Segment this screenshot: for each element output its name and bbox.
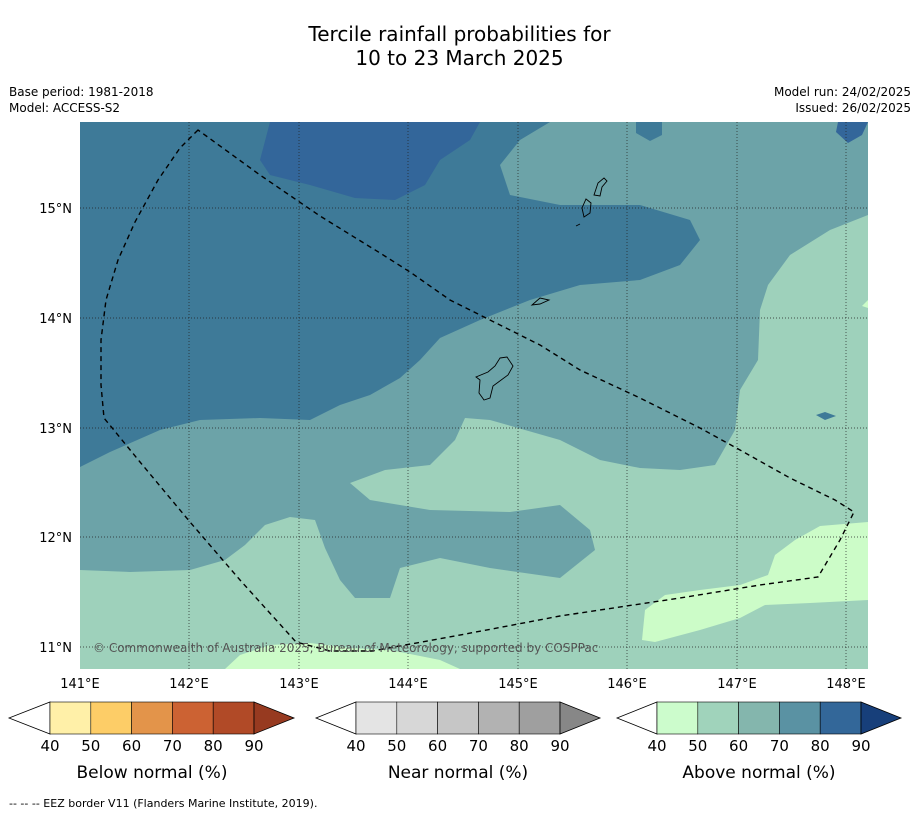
- title-line-1: Tercile rainfall probabilities for: [308, 22, 611, 46]
- colorbar-tick-label: 40: [647, 737, 666, 755]
- colorbar-swatch: [355, 701, 398, 735]
- colorbar-legends: 40 50 60 70 80 90 Below normal (%) 40 50 60 70 80 90…: [7, 701, 903, 783]
- colorbar-swatch: [738, 701, 780, 735]
- colorbar-swatch: [779, 701, 821, 735]
- field-above-40: [642, 522, 868, 642]
- island-saipan: [593, 177, 608, 197]
- graticule: [80, 122, 868, 669]
- colorbar-below: 40 50 60 70 80 90 Below normal (%): [7, 701, 296, 783]
- colorbar-tick-label: 50: [688, 737, 707, 755]
- island-tinian: [581, 198, 592, 218]
- eez-footnote: -- -- -- EEZ border V11 (Flanders Marine…: [9, 797, 318, 810]
- colorbar-swatch: [518, 701, 561, 735]
- base-period: Base period: 1981-2018: [9, 85, 154, 99]
- colorbar-swatch: [90, 701, 132, 735]
- colorbar-tick-label: 50: [81, 737, 100, 755]
- lat-label: 15°N: [39, 202, 72, 217]
- field-above-50: [80, 215, 868, 669]
- copyright-note: © Commonwealth of Australia 2025, Bureau…: [93, 641, 598, 655]
- lon-label: 143°E: [279, 677, 319, 692]
- colorbar-title: Above normal (%): [682, 763, 835, 783]
- colorbar-tick-label: 80: [204, 737, 223, 755]
- colorbar-swatch: [172, 701, 214, 735]
- colorbar-swatch: [437, 701, 479, 735]
- colorbar-swatch: [656, 701, 699, 735]
- colorbar-high-extend: [559, 701, 602, 735]
- field-above-40-south: [225, 643, 460, 669]
- lat-label: 11°N: [39, 641, 72, 656]
- model-name: Model: ACCESS-S2: [9, 101, 121, 115]
- island-rota: [530, 297, 551, 306]
- lon-label: 142°E: [169, 677, 209, 692]
- lon-labels: 141°E 142°E 143°E 144°E 145°E 146°E 147°…: [60, 677, 866, 692]
- model-run: Model run: 24/02/2025: [773, 85, 911, 99]
- field-above-40-east: [862, 300, 868, 308]
- colorbar-swatch: [131, 701, 173, 735]
- meta-right: Model run: 24/02/2025 Issued: 26/02/2025: [774, 84, 911, 116]
- colorbar-tick-label: 60: [729, 737, 748, 755]
- colorbar-swatch: [49, 701, 92, 735]
- lat-label: 12°N: [39, 531, 72, 546]
- lon-label: 148°E: [826, 677, 866, 692]
- field-above-80: [260, 122, 480, 200]
- colorbar-tick-label: 60: [122, 737, 141, 755]
- probability-fields: [80, 122, 868, 669]
- islands: [475, 177, 608, 401]
- colorbar-swatch: [819, 701, 862, 735]
- colorbar-tick-label: 70: [469, 737, 488, 755]
- field-above-70-ne: [636, 122, 662, 141]
- colorbar-tick-label: 70: [163, 737, 182, 755]
- colorbar-tick-label: 70: [770, 737, 789, 755]
- field-above-70-speck: [816, 412, 836, 420]
- lon-label: 146°E: [607, 677, 647, 692]
- lon-label: 145°E: [498, 677, 538, 692]
- colorbar-low-extend: [7, 701, 51, 735]
- colorbar-tick-label: 50: [387, 737, 406, 755]
- colorbar-swatch: [212, 701, 255, 735]
- eez-border: [100, 129, 855, 652]
- field-above-80-ne: [836, 122, 868, 143]
- colorbar-swatch: [396, 701, 438, 735]
- lat-labels: 15°N 14°N 13°N 12°N 11°N: [39, 202, 72, 656]
- colorbar-low-extend: [314, 701, 357, 735]
- colorbar-tick-label: 80: [510, 737, 529, 755]
- colorbar-title: Below normal (%): [77, 763, 228, 783]
- colorbar-title: Near normal (%): [388, 763, 528, 783]
- colorbar-tick-label: 90: [851, 737, 870, 755]
- colorbar-swatch: [697, 701, 739, 735]
- colorbar-near: 40 50 60 70 80 90 Near normal (%): [314, 701, 602, 783]
- island-aguijan: [575, 223, 581, 227]
- colorbar-above: 40 50 60 70 80 90 Above normal (%): [615, 701, 903, 783]
- colorbar-tick-label: 60: [428, 737, 447, 755]
- lon-label: 144°E: [388, 677, 428, 692]
- lat-label: 14°N: [39, 312, 72, 327]
- colorbar-high-extend: [860, 701, 903, 735]
- colorbar-tick-label: 40: [346, 737, 365, 755]
- colorbar-tick-label: 90: [550, 737, 569, 755]
- lat-label: 13°N: [39, 422, 72, 437]
- colorbar-tick-label: 80: [811, 737, 830, 755]
- colorbar-low-extend: [615, 701, 658, 735]
- lon-label: 141°E: [60, 677, 100, 692]
- colorbar-high-extend: [253, 701, 296, 735]
- colorbar-swatch: [478, 701, 520, 735]
- meta-left: Base period: 1981-2018 Model: ACCESS-S2: [9, 84, 154, 116]
- colorbar-tick-label: 90: [244, 737, 263, 755]
- issued-date: Issued: 26/02/2025: [795, 101, 911, 115]
- map-title: Tercile rainfall probabilities for 10 to…: [0, 22, 919, 70]
- lon-label: 147°E: [717, 677, 757, 692]
- colorbar-tick-label: 40: [40, 737, 59, 755]
- island-guam: [475, 356, 514, 401]
- title-line-2: 10 to 23 March 2025: [355, 46, 564, 70]
